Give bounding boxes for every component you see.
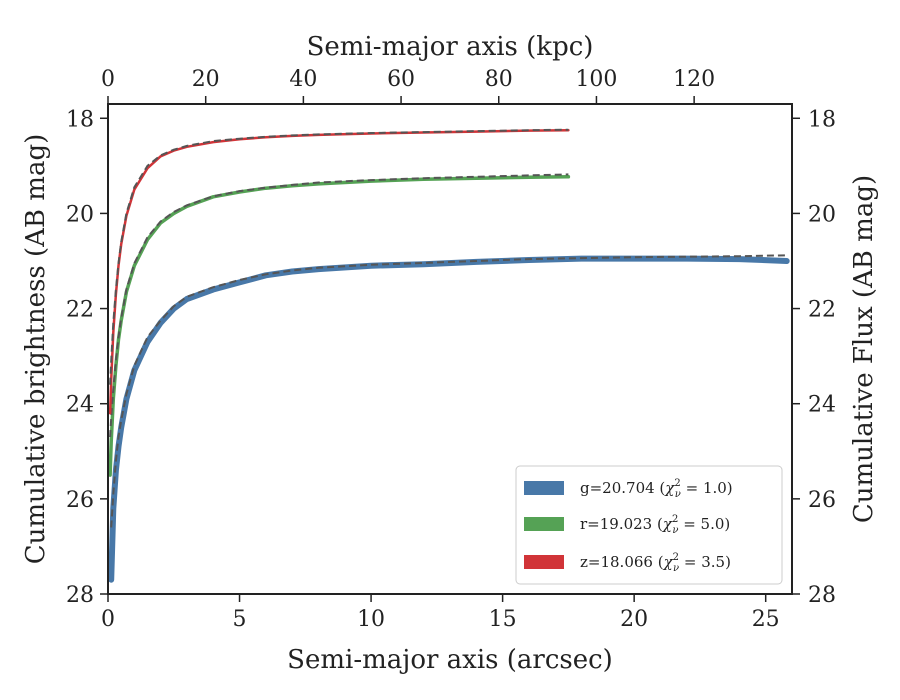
top-tick-label: 100 [575, 67, 617, 92]
series-layer [108, 128, 790, 583]
y-tick-label: 26 [66, 488, 94, 513]
y-tick-label: 22 [66, 298, 94, 323]
right-y-tick-label: 24 [808, 393, 836, 418]
legend-frame [515, 465, 783, 585]
right-y-tick-label: 18 [808, 107, 836, 132]
legend: g=20.704 (χ2 ν = 1.0) r=19.023 (χ2 ν = 5.0… [515, 465, 783, 585]
y-tick-label: 28 [66, 583, 94, 608]
series-z-model-line [109, 128, 569, 385]
legend-swatch-z [524, 555, 564, 569]
legend-item-z: z=18.066 (χ2 ν = 3.5) [524, 552, 731, 574]
top-tick-label: 60 [387, 67, 415, 92]
right-axis-title: Cumulative Flux (AB mag) [849, 175, 879, 523]
ticks-layer: 0 5 10 15 20 25 18 18 20 20 22 22 24 24 26 26 28 28 0 20 40 6… [66, 67, 836, 632]
legend-item-g: g=20.704 (χ2 ν = 1.0) [524, 478, 733, 500]
legend-item-r: r=19.023 (χ2 ν = 5.0) [524, 514, 730, 536]
y-axis-title: Cumulative brightness (AB mag) [21, 134, 51, 565]
series-r-model-line [109, 173, 569, 438]
series-z-band [108, 128, 570, 415]
x-tick-label: 15 [489, 607, 517, 632]
legend-swatch-g [524, 481, 564, 495]
y-tick-label: 24 [66, 393, 94, 418]
right-y-tick-label: 26 [808, 488, 836, 513]
legend-swatch-r [524, 517, 564, 531]
y-tick-label: 18 [66, 107, 94, 132]
x-tick-label: 0 [101, 607, 115, 632]
x-tick-label: 20 [620, 607, 648, 632]
x-tick-label: 25 [752, 607, 780, 632]
x-axis-title: Semi-major axis (arcsec) [287, 645, 613, 675]
top-tick-label: 40 [289, 67, 317, 92]
right-y-tick-label: 22 [808, 298, 836, 323]
top-tick-label: 80 [485, 67, 513, 92]
top-tick-label: 120 [673, 67, 715, 92]
top-axis-title: Semi-major axis (kpc) [307, 32, 594, 62]
right-y-tick-label: 20 [808, 202, 836, 227]
x-tick-label: 10 [357, 607, 385, 632]
legend-label-g: g=20.704 (χ2 ν = 1.0) [580, 478, 733, 500]
right-y-tick-label: 28 [808, 583, 836, 608]
top-tick-label: 20 [192, 67, 220, 92]
plot-frame [107, 103, 793, 595]
legend-label-r: r=19.023 (χ2 ν = 5.0) [580, 514, 730, 536]
top-tick-label: 0 [101, 67, 115, 92]
legend-label-z: z=18.066 (χ2 ν = 3.5) [580, 552, 731, 574]
x-tick-label: 5 [233, 607, 247, 632]
series-r-band [108, 175, 571, 477]
series-g-model-line [110, 254, 787, 528]
y-tick-label: 20 [66, 202, 94, 227]
